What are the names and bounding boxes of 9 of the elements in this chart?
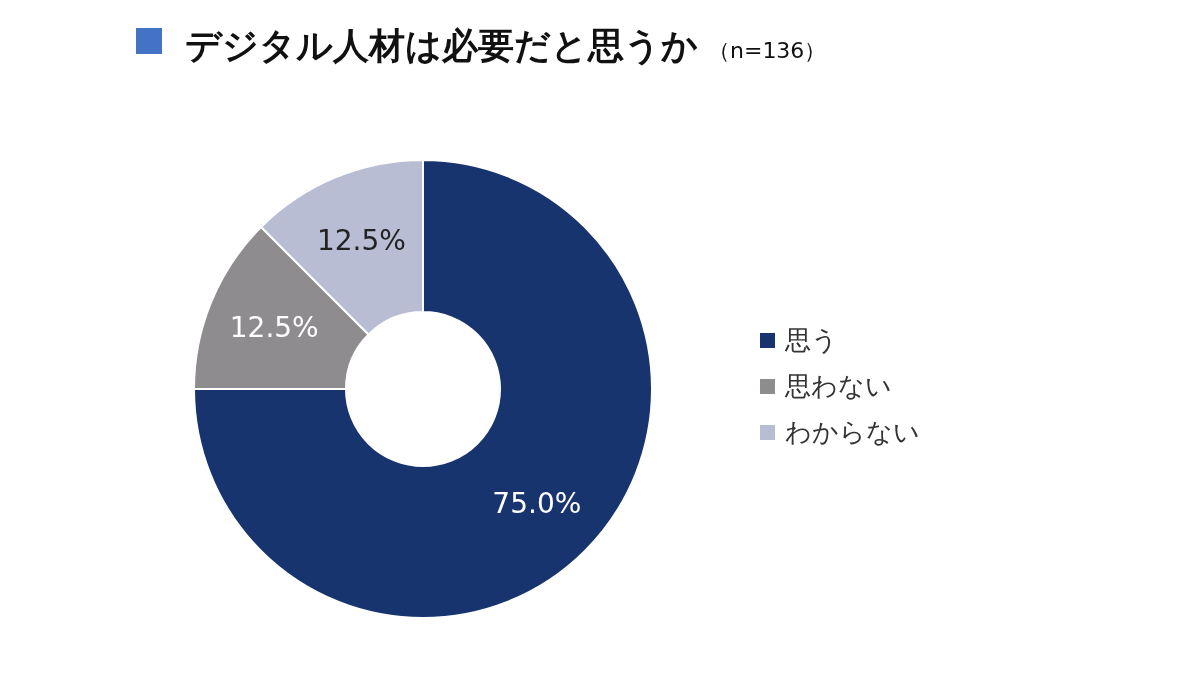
data-label: 75.0% [492, 486, 582, 520]
chart-subtitle: （n=136） [708, 38, 827, 63]
data-label: 12.5% [229, 311, 319, 345]
legend-label: わからない [785, 417, 920, 447]
data-label: 12.5% [316, 224, 406, 258]
legend-label: 思う [784, 325, 838, 355]
chart-title: デジタル人材は必要だと思うか [185, 25, 698, 66]
legend-label: 思わない [784, 371, 892, 401]
donut-slice [193, 159, 653, 619]
